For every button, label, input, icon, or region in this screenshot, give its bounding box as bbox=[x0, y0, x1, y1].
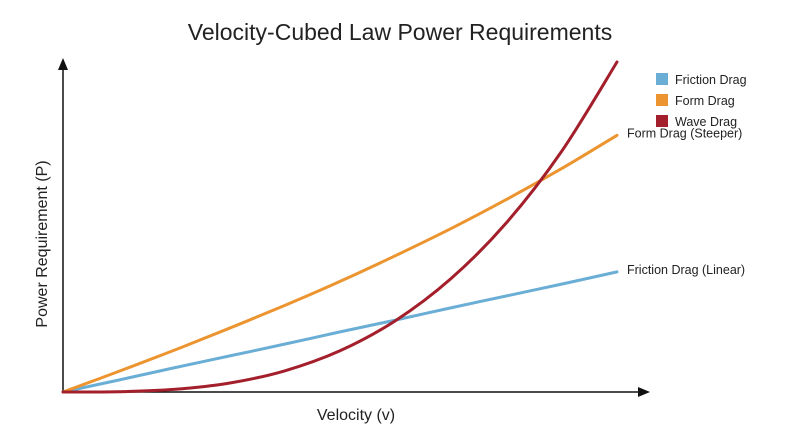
axes bbox=[58, 58, 650, 397]
legend: Friction Drag Form Drag Wave Drag bbox=[656, 73, 747, 129]
legend-label-wave-drag: Wave Drag bbox=[675, 115, 737, 129]
y-axis-label: Power Requirement (P) bbox=[34, 160, 51, 327]
x-axis-label: Velocity (v) bbox=[317, 407, 395, 424]
series-layer bbox=[61, 60, 619, 394]
legend-swatch-friction-drag bbox=[656, 73, 668, 85]
series-line-form-drag bbox=[61, 133, 619, 394]
annotation-form-drag-steeper: Form Drag (Steeper) bbox=[627, 126, 742, 140]
y-axis-arrow-icon bbox=[58, 58, 68, 70]
annotation-friction-drag-linear: Friction Drag (Linear) bbox=[627, 263, 745, 277]
series-line-wave-drag bbox=[61, 60, 619, 394]
annotation-layer: Form Drag (Steeper) Friction Drag (Linear… bbox=[627, 126, 745, 277]
legend-label-friction-drag: Friction Drag bbox=[675, 73, 747, 87]
x-axis-arrow-icon bbox=[638, 387, 650, 397]
series-line-friction-drag bbox=[61, 270, 619, 394]
legend-swatch-form-drag bbox=[656, 94, 668, 106]
legend-label-form-drag: Form Drag bbox=[675, 94, 735, 108]
legend-swatch-wave-drag bbox=[656, 115, 668, 127]
chart-title: Velocity-Cubed Law Power Requirements bbox=[188, 19, 612, 45]
